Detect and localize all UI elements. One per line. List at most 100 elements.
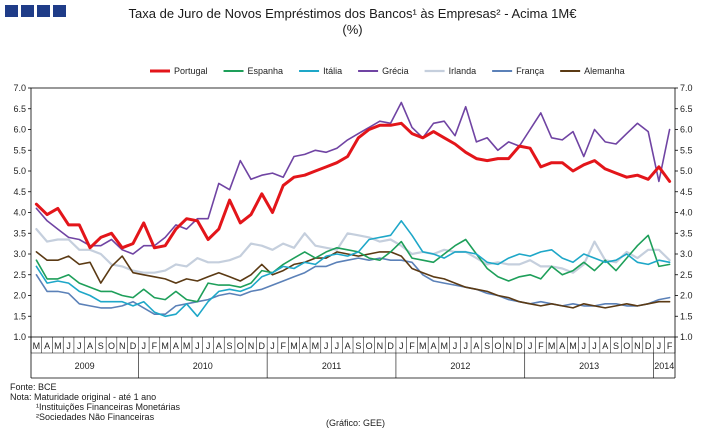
x-month-label: A <box>602 341 608 351</box>
x-month-label: A <box>44 341 50 351</box>
series-line-italia <box>35 220 671 318</box>
x-month-label: N <box>248 341 255 351</box>
series-line-alemanha <box>35 251 671 309</box>
y-tick-label-right: 7.0 <box>680 83 693 93</box>
x-month-label: N <box>377 341 384 351</box>
x-month-label: J <box>66 341 71 351</box>
x-month-label: J <box>453 341 458 351</box>
x-month-label: D <box>259 341 266 351</box>
series-line-irlanda <box>35 228 671 274</box>
x-month-label: A <box>216 341 222 351</box>
x-month-label: S <box>613 341 619 351</box>
series-line-espanha <box>35 234 671 303</box>
x-month-label: A <box>345 341 351 351</box>
chart-title: Taxa de Juro de Novos Empréstimos dos Ba… <box>0 6 705 38</box>
y-tick-label-right: 6.5 <box>680 104 693 114</box>
x-month-label: A <box>430 341 436 351</box>
legend-label-franca: França <box>516 66 544 76</box>
legend-label-portugal: Portugal <box>174 66 208 76</box>
x-month-label: J <box>657 341 662 351</box>
legend-label-espanha: Espanha <box>248 66 284 76</box>
x-month-label: S <box>355 341 361 351</box>
x-month-label: J <box>77 341 82 351</box>
y-tick-label-left: 5.5 <box>13 145 26 155</box>
y-tick-label-left: 5.0 <box>13 166 26 176</box>
legend-label-italia: Itália <box>323 66 342 76</box>
x-month-label: N <box>119 341 126 351</box>
chart-title-line1: Taxa de Juro de Novos Empréstimos dos Ba… <box>128 6 577 21</box>
series-line-portugal <box>34 121 672 250</box>
x-month-label: M <box>161 341 169 351</box>
y-tick-label-left: 2.5 <box>13 270 26 280</box>
x-month-label: O <box>623 341 630 351</box>
source-note: Fonte: BCE <box>10 382 57 392</box>
y-tick-label-right: 4.0 <box>680 208 693 218</box>
y-tick-label-left: 2.0 <box>13 291 26 301</box>
x-month-label: F <box>280 341 286 351</box>
x-month-label: D <box>130 341 137 351</box>
footnote-1: ¹Instituições Financeiras Monetárias <box>36 402 181 412</box>
x-month-label: N <box>634 341 641 351</box>
x-month-label: J <box>324 341 329 351</box>
x-month-label: A <box>302 341 308 351</box>
y-tick-label-right: 1.5 <box>680 311 693 321</box>
y-tick-label-left: 4.0 <box>13 208 26 218</box>
y-tick-label-left: 3.5 <box>13 228 26 238</box>
x-month-label: O <box>494 341 501 351</box>
x-month-label: J <box>592 341 597 351</box>
x-month-label: M <box>569 341 577 351</box>
y-tick-label-left: 6.0 <box>13 125 26 135</box>
y-tick-label-left: 6.5 <box>13 104 26 114</box>
y-tick-label-left: 7.0 <box>13 83 26 93</box>
x-month-label: J <box>463 341 468 351</box>
y-tick-label-right: 3.5 <box>680 228 693 238</box>
x-month-label: D <box>645 341 652 351</box>
legend-label-irlanda: Irlanda <box>449 66 477 76</box>
x-month-label: M <box>33 341 41 351</box>
x-month-label: M <box>183 341 191 351</box>
plot-frame <box>30 87 676 338</box>
x-month-label: O <box>108 341 115 351</box>
x-month-label: D <box>516 341 523 351</box>
x-year-label: 2013 <box>579 361 599 371</box>
y-tick-label-right: 5.5 <box>680 145 693 155</box>
y-tick-label-left: 1.0 <box>13 332 26 342</box>
x-month-label: J <box>528 341 533 351</box>
x-month-label: M <box>312 341 320 351</box>
y-tick-label-right: 4.5 <box>680 187 693 197</box>
footnote-2: ²Sociedades Não Financeiras <box>36 412 155 422</box>
chart-credit: (Gráfico: GEE) <box>326 418 386 428</box>
x-month-label: J <box>399 341 404 351</box>
legend-label-alemanha: Alemanha <box>584 66 625 76</box>
chart-title-line2: (%) <box>342 22 363 37</box>
x-month-label: O <box>366 341 373 351</box>
x-month-label: J <box>335 341 340 351</box>
x-month-label: M <box>548 341 556 351</box>
x-month-label: A <box>473 341 479 351</box>
x-month-label: S <box>98 341 104 351</box>
x-month-label: A <box>173 341 179 351</box>
x-year-label: 2010 <box>193 361 213 371</box>
x-month-label: S <box>227 341 233 351</box>
x-month-label: J <box>141 341 146 351</box>
x-month-label: J <box>582 341 587 351</box>
y-tick-label-right: 3.0 <box>680 249 693 259</box>
y-tick-label-left: 3.0 <box>13 249 26 259</box>
x-year-label: 2012 <box>450 361 470 371</box>
x-month-label: F <box>667 341 673 351</box>
y-tick-label-left: 1.5 <box>13 311 26 321</box>
x-month-label: A <box>87 341 93 351</box>
y-tick-label-right: 2.5 <box>680 270 693 280</box>
x-month-label: M <box>440 341 448 351</box>
x-month-label: J <box>206 341 211 351</box>
x-month-label: M <box>419 341 427 351</box>
x-month-label: N <box>505 341 512 351</box>
x-year-label: 2014 <box>654 361 674 371</box>
x-month-label: J <box>270 341 275 351</box>
x-year-label: 2011 <box>322 361 341 371</box>
x-month-label: M <box>54 341 62 351</box>
x-year-label: 2009 <box>75 361 95 371</box>
x-month-label: O <box>237 341 244 351</box>
x-month-label: F <box>152 341 158 351</box>
